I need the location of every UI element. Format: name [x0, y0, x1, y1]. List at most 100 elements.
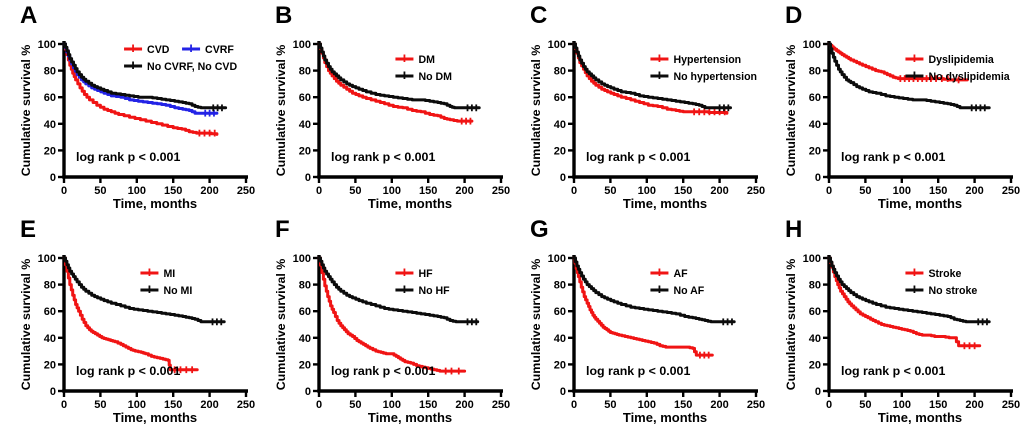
km-curve — [827, 256, 982, 348]
y-axis-label: Cumulative survival % — [784, 45, 798, 177]
x-tick-label: 50 — [349, 185, 361, 197]
y-tick-label: 0 — [560, 172, 566, 184]
log-rank-annotation: log rank p < 0.001 — [76, 364, 180, 378]
y-tick-label: 20 — [554, 359, 566, 371]
x-tick-label: 50 — [859, 399, 871, 411]
legend: Hypertension No hypertension — [650, 54, 757, 83]
legend-item: Hypertension — [650, 54, 741, 66]
x-tick-label: 150 — [164, 399, 182, 411]
series-red — [62, 256, 199, 374]
panel-label-D: D — [785, 2, 803, 29]
y-axis-label: Cumulative survival % — [529, 259, 543, 391]
x-axis-label: Time, months — [113, 196, 197, 211]
legend-label: No dyslipidemia — [928, 71, 1009, 83]
y-tick-label: 80 — [44, 280, 56, 292]
log-rank-annotation: log rank p < 0.001 — [586, 364, 690, 378]
legend-label: No CVRF, No CVD — [147, 61, 237, 73]
x-axis-label: Time, months — [113, 410, 197, 425]
y-tick-label: 80 — [44, 66, 56, 78]
y-tick-label: 80 — [809, 66, 821, 78]
km-chart-E: 0 20 40 60 80 100 0 50 100 150 200 250 Time, months C… — [19, 253, 255, 425]
x-tick-label: 250 — [492, 399, 510, 411]
axes: 0 20 40 60 80 100 0 50 100 150 200 250 Time, months C… — [529, 253, 765, 425]
x-tick-label: 0 — [61, 185, 67, 197]
y-tick-label: 20 — [554, 145, 566, 157]
y-tick-label: 0 — [50, 172, 56, 184]
x-tick-label: 200 — [200, 399, 218, 411]
series-red — [572, 256, 714, 359]
series-black — [827, 42, 991, 112]
km-chart-D: 0 20 40 60 80 100 0 50 100 150 200 250 Time, months C… — [784, 39, 1020, 211]
panel-F: F 0 20 40 60 80 100 0 50 100 150 200 250 Time, month… — [255, 214, 510, 428]
legend: Dyslipidemia No dyslipidemia — [905, 54, 1010, 83]
x-tick-label: 150 — [419, 399, 437, 411]
y-tick-label: 80 — [809, 280, 821, 292]
x-tick-label: 200 — [455, 185, 473, 197]
y-tick-label: 40 — [44, 119, 56, 131]
y-tick-label: 0 — [815, 386, 821, 398]
panel-label-F: F — [275, 216, 290, 243]
y-axis-label: Cumulative survival % — [529, 45, 543, 177]
y-tick-label: 80 — [554, 66, 566, 78]
series-black — [317, 42, 481, 112]
legend-label: No MI — [163, 285, 192, 297]
y-tick-label: 0 — [815, 172, 821, 184]
series-black — [827, 256, 991, 326]
panel-label-H: H — [785, 216, 803, 243]
axes: 0 20 40 60 80 100 0 50 100 150 200 250 Time, months C… — [19, 253, 255, 425]
x-tick-label: 250 — [1002, 399, 1020, 411]
legend: DM No DM — [395, 54, 452, 83]
legend-label: No AF — [673, 285, 704, 297]
legend-item: No CVRF, No CVD — [124, 61, 237, 73]
series-black — [62, 42, 228, 112]
legend-label: HF — [418, 268, 433, 280]
legend-item: No stroke — [905, 285, 977, 297]
legend-label: Dyslipidemia — [928, 54, 993, 66]
y-tick-label: 60 — [44, 92, 56, 104]
legend-label: No hypertension — [673, 71, 757, 83]
km-chart-G: 0 20 40 60 80 100 0 50 100 150 200 250 Time, months C… — [529, 253, 765, 425]
y-tick-label: 100 — [38, 253, 56, 265]
y-tick-label: 80 — [299, 280, 311, 292]
log-rank-annotation: log rank p < 0.001 — [76, 150, 180, 164]
panel-label-C: C — [530, 2, 548, 29]
legend-item: Stroke — [905, 268, 962, 280]
y-axis-label: Cumulative survival % — [274, 45, 288, 177]
legend-item: No hypertension — [650, 71, 757, 83]
legend-label: Hypertension — [673, 54, 741, 66]
series-black — [572, 42, 732, 112]
km-chart-B: 0 20 40 60 80 100 0 50 100 150 200 250 Time, months C… — [274, 39, 510, 211]
x-tick-label: 250 — [237, 185, 255, 197]
km-curve — [317, 256, 467, 373]
x-axis-label: Time, months — [368, 196, 452, 211]
y-tick-label: 100 — [548, 39, 566, 51]
y-tick-label: 0 — [50, 386, 56, 398]
panel-label-G: G — [530, 216, 549, 243]
y-tick-label: 40 — [554, 119, 566, 131]
legend: HF No HF — [395, 268, 450, 297]
x-axis-label: Time, months — [368, 410, 452, 425]
axes: 0 20 40 60 80 100 0 50 100 150 200 250 Time, months C… — [784, 253, 1020, 425]
panel-G: G 0 20 40 60 80 100 0 50 100 150 200 250 Time, month… — [510, 214, 765, 428]
km-chart-F: 0 20 40 60 80 100 0 50 100 150 200 250 Time, months C… — [274, 253, 510, 425]
log-rank-annotation: log rank p < 0.001 — [331, 150, 435, 164]
km-chart-C: 0 20 40 60 80 100 0 50 100 150 200 250 Time, months C… — [529, 39, 765, 211]
x-tick-label: 100 — [638, 399, 656, 411]
x-tick-label: 0 — [571, 185, 577, 197]
y-tick-label: 60 — [299, 306, 311, 318]
x-tick-label: 0 — [316, 185, 322, 197]
x-tick-label: 50 — [604, 185, 616, 197]
y-axis-label: Cumulative survival % — [19, 259, 33, 391]
x-tick-label: 0 — [316, 399, 322, 411]
axes: 0 20 40 60 80 100 0 50 100 150 200 250 Time, months C… — [529, 39, 765, 211]
km-curve — [827, 42, 991, 110]
y-tick-label: 100 — [803, 39, 821, 51]
legend-item: HF — [395, 268, 433, 280]
x-tick-label: 200 — [710, 185, 728, 197]
y-tick-label: 40 — [299, 333, 311, 345]
panel-D: D 0 20 40 60 80 100 0 50 100 150 200 250 Time, month… — [765, 0, 1020, 214]
y-tick-label: 60 — [809, 92, 821, 104]
x-tick-label: 150 — [674, 399, 692, 411]
x-tick-label: 100 — [383, 399, 401, 411]
